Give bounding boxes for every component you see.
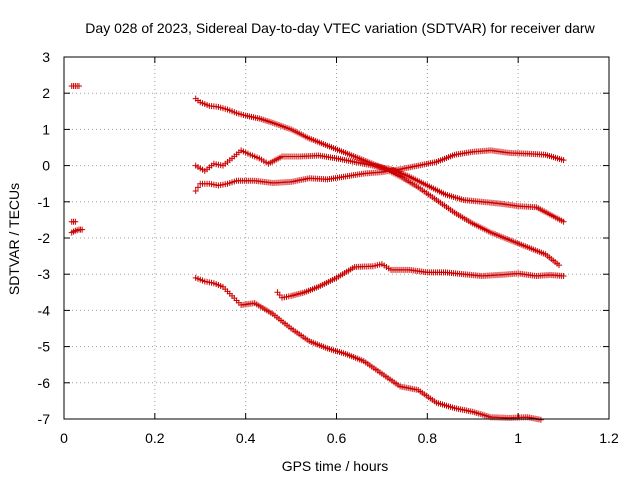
data-point-f	[194, 184, 201, 191]
y-tick-label: -2	[38, 230, 51, 246]
y-tick-label: -7	[38, 411, 51, 427]
y-axis-label: SDTVAR / TECUs	[6, 183, 22, 295]
data-point-b	[72, 218, 79, 225]
data-point-f	[560, 157, 567, 164]
x-tick-label: 0.8	[418, 430, 438, 446]
grid	[63, 56, 610, 420]
y-tick-label: -3	[38, 266, 51, 282]
data-point-g	[537, 416, 544, 423]
y-tick-label: -5	[38, 339, 51, 355]
data-point-h	[560, 273, 567, 280]
data-point-e	[560, 218, 567, 225]
y-tick-label: 0	[42, 158, 50, 174]
x-tick-label: 0.2	[145, 430, 165, 446]
y-tick-label: -4	[38, 302, 51, 318]
data-point-c	[79, 226, 86, 233]
data-points	[68, 82, 567, 423]
x-tick-label: 0	[60, 430, 68, 446]
plot-frame	[63, 56, 610, 420]
y-tick-label: 1	[42, 121, 50, 137]
x-tick-label: 0.6	[327, 430, 347, 446]
chart-title: Day 028 of 2023, Sidereal Day-to-day VTE…	[85, 20, 595, 36]
y-tick-label: -1	[38, 194, 51, 210]
x-tick-label: 1.2	[599, 430, 619, 446]
x-axis-label: GPS time / hours	[282, 458, 389, 474]
y-tick-label: 2	[42, 85, 50, 101]
x-tick-label: 0.4	[236, 430, 256, 446]
data-point-d	[556, 262, 563, 269]
data-point-a	[75, 82, 82, 89]
y-tick-label: -6	[38, 375, 51, 391]
y-tick-label: 3	[42, 49, 50, 65]
x-tick-label: 1	[514, 430, 522, 446]
data-point-f	[192, 187, 199, 194]
axis-ticks: 0 0.2 0.4 0.6 0.8 1 1.2 -7 -6 -5 -4 -3 -2 -1 0 1 2 3	[38, 49, 619, 446]
